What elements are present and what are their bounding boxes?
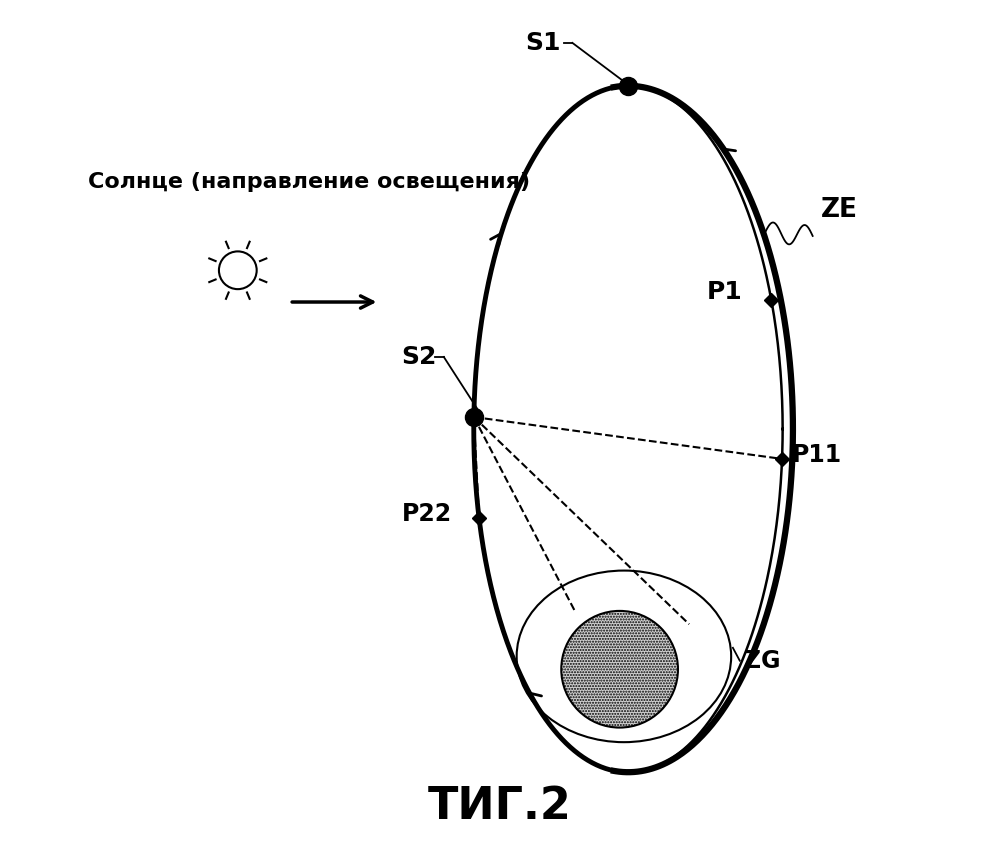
Circle shape	[561, 611, 678, 728]
Text: P1: P1	[707, 280, 743, 304]
Text: S1: S1	[525, 31, 560, 55]
Text: P22: P22	[402, 502, 452, 526]
Text: Солнце (направление освещения): Солнце (направление освещения)	[88, 172, 529, 191]
Text: ZG: ZG	[744, 649, 780, 673]
Text: ZE: ZE	[821, 197, 858, 223]
Text: ΤИГ.2: ΤИГ.2	[428, 785, 571, 828]
Text: S2: S2	[401, 345, 437, 369]
Text: P11: P11	[792, 443, 842, 467]
